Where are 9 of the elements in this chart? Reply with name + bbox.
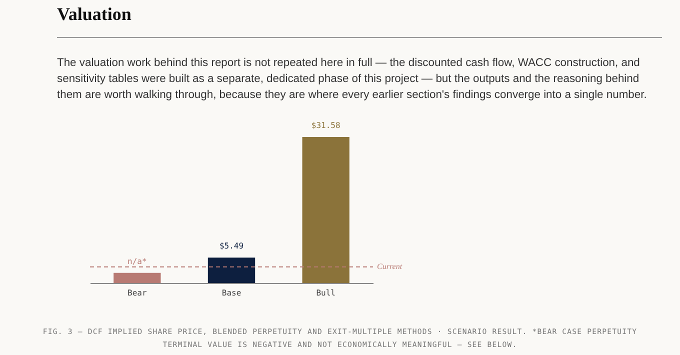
ref-line-label: Current [377, 262, 403, 271]
chart-subtitle: The valuation work behind this report is not repeated here in full — the discounted cash flow, WACC construction, and sensitivity tables were built as a separate, dedicated phase of this project — but the outputs and the reasoning behind them are worth walking through, because they are where every earlier section's findings converge into a single number. [57, 56, 648, 103]
x-tick-label: Base [222, 288, 242, 298]
x-tick-label: Bull [316, 288, 336, 298]
data-label: n/a* [128, 256, 147, 266]
chart-title: Valuation [57, 4, 132, 25]
data-label: $31.58 [311, 121, 340, 130]
data-label: $5.49 [219, 242, 244, 251]
x-tick-label: Bear [128, 288, 147, 298]
